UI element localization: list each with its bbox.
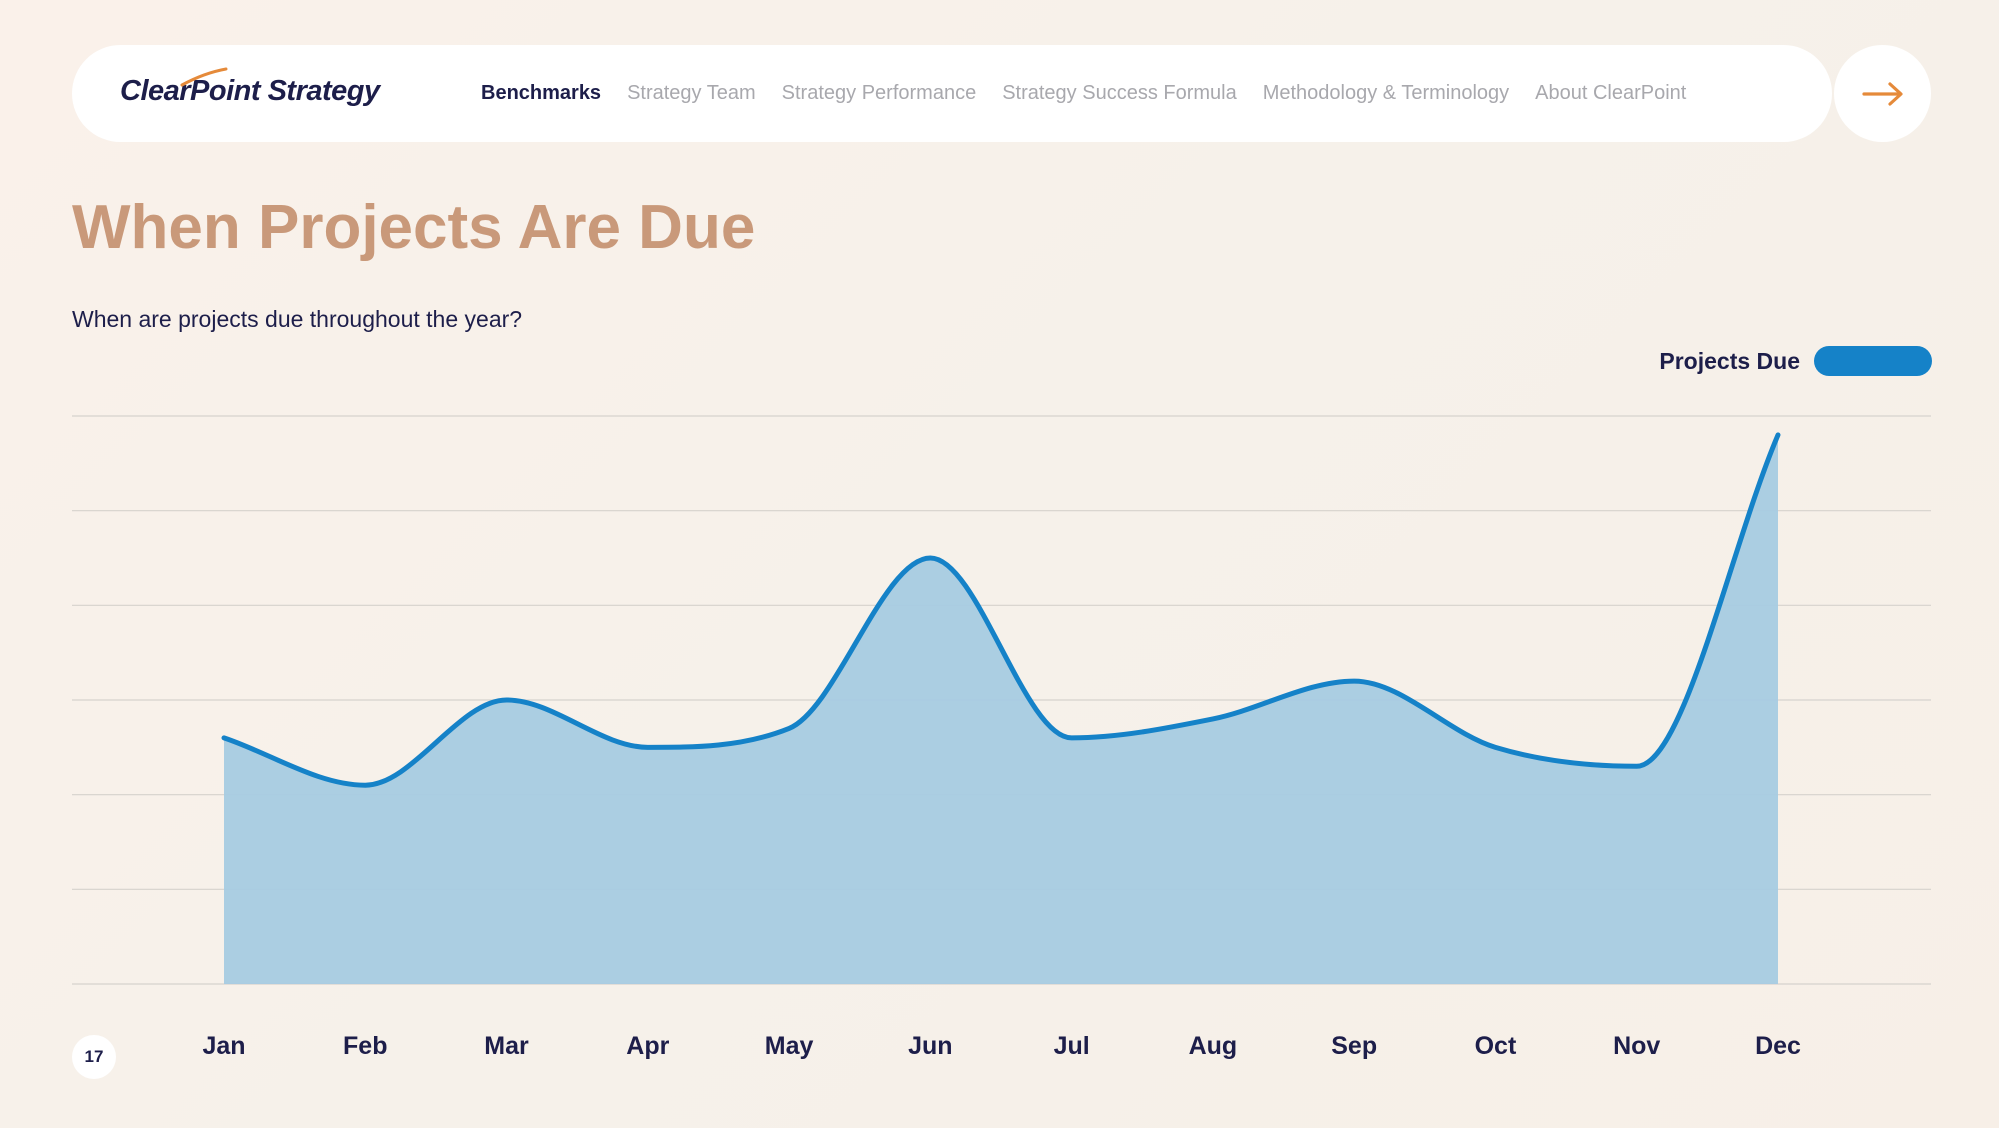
page-title: When Projects Are Due [72, 193, 756, 262]
series-line [221, 432, 1781, 788]
data-point-oct [1489, 741, 1501, 753]
x-tick-label: Oct [1475, 1032, 1517, 1060]
series-area [224, 434, 1778, 984]
legend-swatch [1814, 346, 1932, 376]
data-point-feb [359, 779, 371, 791]
data-point-aug [1207, 713, 1219, 725]
x-tick-label: Aug [1189, 1032, 1238, 1060]
x-tick-label: Jan [202, 1032, 245, 1060]
x-axis-labels: Jan Feb Mar Apr May Jun Jul Aug Sep Oct Nov Dec [202, 1032, 1801, 1060]
nav-strategy-performance[interactable]: Strategy Performance [781, 82, 977, 104]
page-subtitle: When are projects due throughout the yea… [72, 306, 523, 332]
data-point-jun [924, 552, 936, 564]
nav-about-clearpoint[interactable]: About ClearPoint [1535, 82, 1687, 104]
clearpoint-logo[interactable]: ClearPoint Strategy [120, 75, 380, 108]
logo-swoosh-icon [180, 67, 228, 87]
x-tick-label: Sep [1331, 1032, 1377, 1060]
nav-links: Benchmarks Strategy Team Strategy Perfor… [481, 45, 1686, 142]
data-point-dec [1772, 429, 1784, 441]
data-point-nov [1631, 760, 1643, 772]
x-tick-label: Jul [1054, 1032, 1090, 1060]
data-point-may [783, 722, 795, 734]
page-number: 17 [84, 1047, 104, 1066]
page-number-badge: 17 [72, 1035, 116, 1079]
data-point-sep [1348, 675, 1360, 687]
data-point-jan [218, 732, 230, 744]
nav-benchmarks[interactable]: Benchmarks [481, 82, 602, 104]
x-tick-label: Nov [1613, 1032, 1660, 1060]
x-tick-label: May [765, 1032, 814, 1060]
data-point-mar [501, 694, 513, 706]
nav-methodology-terminology[interactable]: Methodology & Terminology [1262, 82, 1510, 104]
x-tick-label: Feb [343, 1032, 387, 1060]
arrow-right-icon [1861, 81, 1903, 106]
nav-strategy-success-formula[interactable]: Strategy Success Formula [1002, 82, 1237, 104]
data-point-apr [642, 741, 654, 753]
x-tick-label: Jun [908, 1032, 952, 1060]
nav-strategy-team[interactable]: Strategy Team [627, 82, 756, 104]
next-page-button[interactable] [1834, 45, 1931, 142]
data-point-jul [1066, 732, 1078, 744]
top-navigation: ClearPoint Strategy Benchmarks Strategy … [72, 45, 1832, 142]
logo-text: ClearPoint Strategy [120, 75, 380, 107]
x-tick-label: Dec [1755, 1032, 1801, 1060]
chart-legend: Projects Due [1659, 346, 1932, 376]
x-tick-label: Mar [484, 1032, 529, 1060]
legend-label: Projects Due [1659, 347, 1800, 374]
x-tick-label: Apr [626, 1032, 669, 1060]
